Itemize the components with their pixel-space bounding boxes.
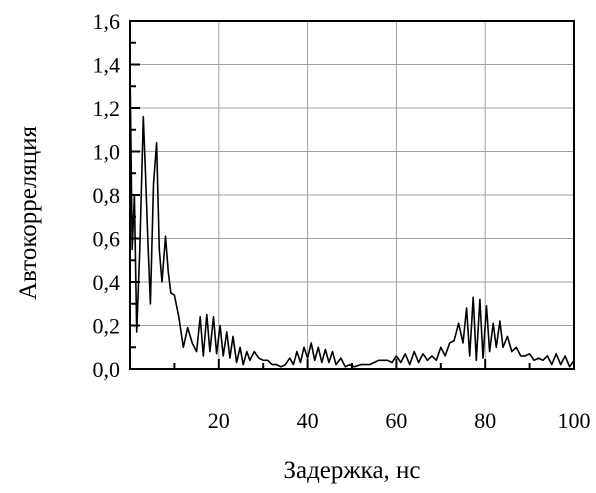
x-tick-label: 20 [208,408,230,433]
x-tick-label: 60 [385,408,407,433]
x-axis-title: Задержка, нс [283,457,420,484]
y-tick-label: 0,8 [93,183,121,208]
y-tick-label: 1,6 [93,9,121,34]
series-layer [129,64,575,368]
y-axis-title: Автокорреляция [15,125,42,300]
x-tick-label: 100 [558,408,591,433]
x-tick-label: 40 [297,408,319,433]
x-tick-label: 80 [474,408,496,433]
y-tick-label: 0,0 [93,357,121,382]
series-line-1 [129,64,575,368]
y-tick-label: 0,2 [93,314,121,339]
y-tick-label: 1,4 [93,53,121,78]
y-tick-label: 0,6 [93,227,121,252]
y-tick-labels: 0,0 0,2 0,4 0,6 0,8 1,0 1,2 1,4 1,6 [93,9,121,382]
y-tick-label: 1,2 [93,96,121,121]
grid [130,21,574,369]
y-tick-label: 0,4 [93,270,121,295]
x-tick-labels: 20 40 60 80 100 [208,408,591,433]
axis-ticks [130,20,531,370]
y-tick-label: 1,0 [93,140,121,165]
